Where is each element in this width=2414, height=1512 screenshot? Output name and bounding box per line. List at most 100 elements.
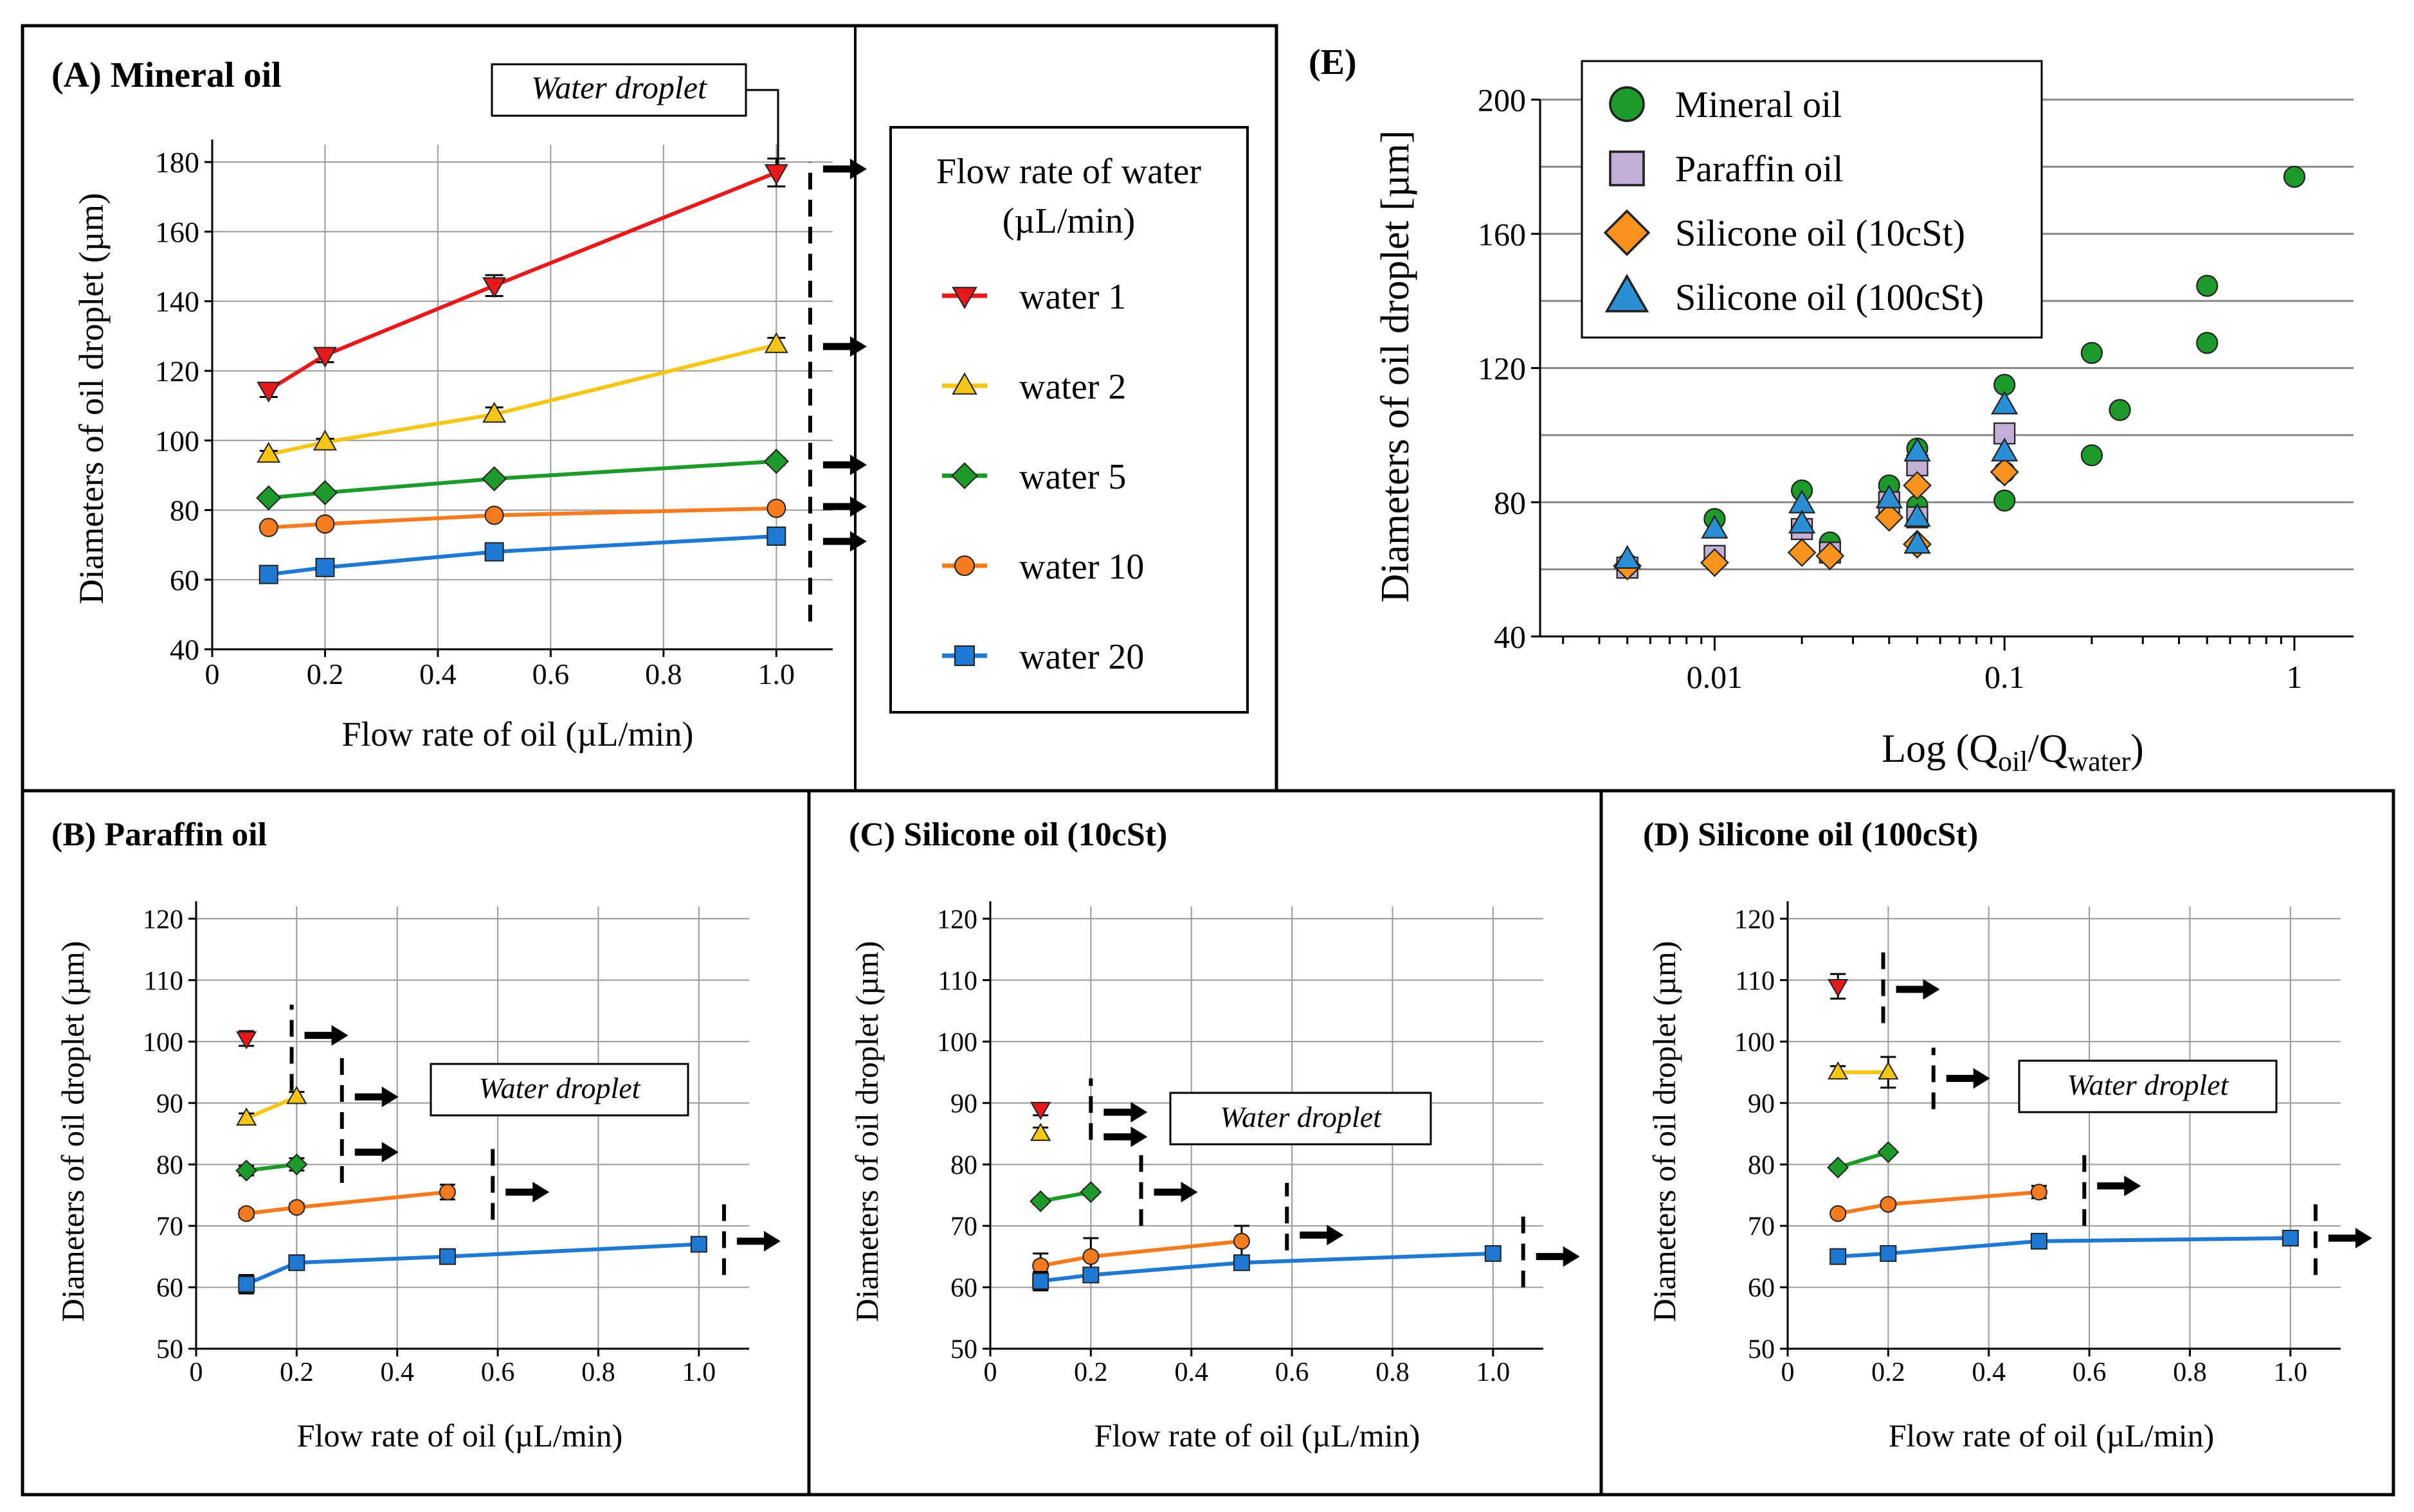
- scatter-point-mineral: [2109, 399, 2131, 421]
- data-point-water10: [288, 1199, 305, 1216]
- data-point-water5: [256, 485, 282, 511]
- data-point-water2: [257, 442, 281, 463]
- panel-title: (C) Silicone oil (10cSt): [849, 816, 1167, 853]
- x-tick-label: 0.4: [1174, 1358, 1208, 1387]
- data-point-water2: [1828, 1061, 1849, 1080]
- y-tick-label: 110: [1736, 966, 1775, 996]
- y-tick-label: 90: [1748, 1089, 1775, 1119]
- y-tick-label: 160: [1478, 216, 1526, 252]
- y-tick-label: 160: [155, 215, 199, 248]
- data-point-water20: [690, 1236, 707, 1253]
- x-axis-label: Flow rate of oil (µL/min): [341, 715, 693, 753]
- water-droplet-box: [430, 1063, 689, 1117]
- legend-marker-silicone100: [1604, 273, 1649, 312]
- data-point-water5: [1877, 1141, 1900, 1164]
- series-line-water1: [268, 170, 777, 392]
- water-droplet-label: Water droplet: [531, 69, 707, 105]
- y-axis-label: Diameters of oil droplet (µm): [849, 941, 885, 1322]
- data-point-water2: [1030, 1122, 1051, 1141]
- data-point-water20: [259, 564, 278, 584]
- data-point-water1: [764, 164, 788, 185]
- x-axis-label-part: oil: [1998, 746, 2028, 777]
- scatter-point-mineral: [2080, 444, 2103, 467]
- x-tick-label: 1.0: [758, 658, 795, 690]
- x-tick-label: 1.0: [1476, 1358, 1511, 1387]
- water-droplet-box: [2018, 1059, 2278, 1113]
- water-legend-title: Flow rate of water: [936, 152, 1201, 192]
- series-line-water5: [268, 459, 777, 500]
- legend-marker-water2: [952, 372, 977, 395]
- x-tick-label: 0.8: [2173, 1358, 2207, 1387]
- x-tick-label: 0.4: [380, 1358, 414, 1387]
- legend-label-water1: water 1: [1019, 277, 1126, 317]
- data-point-water20: [1484, 1245, 1502, 1262]
- y-tick-label: 120: [1734, 905, 1775, 935]
- x-tick-label: 0.4: [1972, 1358, 2006, 1387]
- y-tick-label: 90: [156, 1089, 183, 1119]
- y-tick-label: 40: [170, 633, 199, 666]
- data-point-water20: [484, 542, 504, 562]
- data-point-water1: [1030, 1102, 1051, 1120]
- series-line-water10: [1837, 1190, 2040, 1216]
- scatter-point-silicone10: [1874, 503, 1904, 532]
- y-tick-label: 110: [938, 966, 977, 996]
- scatter-point-silicone100: [1903, 437, 1931, 462]
- transition-arrow: [1103, 1126, 1148, 1148]
- data-point-water20: [1829, 1248, 1847, 1265]
- scatter-point-silicone10: [1990, 457, 2019, 487]
- x-tick-label: 0.8: [645, 658, 682, 690]
- transition-arrow: [822, 336, 867, 357]
- transition-arrow: [1896, 979, 1940, 1000]
- legend-label-water2: water 2: [1019, 367, 1126, 407]
- water-legend-unit: (µL/min): [1003, 201, 1135, 241]
- transition-arrow: [1103, 1102, 1148, 1123]
- y-tick-label: 40: [1494, 619, 1526, 655]
- scatter-point-silicone10: [1903, 471, 1932, 500]
- y-tick-label: 70: [1748, 1212, 1775, 1242]
- transition-arrow: [736, 1230, 781, 1252]
- data-point-water10: [1082, 1248, 1100, 1265]
- series-line-water10: [246, 1190, 448, 1216]
- panel-title: (B) Paraffin oil: [51, 816, 267, 853]
- data-point-water5: [1080, 1181, 1102, 1203]
- transition-arrow: [2328, 1228, 2372, 1248]
- series-line-water2: [246, 1095, 298, 1120]
- y-axis-label: Diameters of oil droplet [µm]: [1374, 130, 1417, 603]
- legend-marker-water10: [954, 555, 976, 577]
- water-droplet-box: [491, 63, 747, 117]
- data-point-water2: [313, 429, 337, 451]
- y-tick-label: 60: [156, 1274, 183, 1303]
- y-tick-label: 120: [155, 355, 199, 388]
- data-point-water5: [235, 1159, 258, 1182]
- scatter-point-silicone100: [1613, 544, 1641, 569]
- x-tick-label: 0.6: [1275, 1358, 1309, 1387]
- data-point-water1: [482, 277, 507, 298]
- y-tick-label: 60: [950, 1274, 977, 1303]
- y-tick-label: 90: [950, 1089, 977, 1119]
- y-tick-label: 80: [156, 1151, 183, 1180]
- transition-arrow: [822, 455, 867, 476]
- transition-arrow: [354, 1142, 399, 1163]
- y-tick-label: 50: [1748, 1335, 1775, 1365]
- x-tick-label: 0.8: [581, 1358, 615, 1387]
- series-line-water20: [246, 1242, 699, 1286]
- data-point-water10: [259, 518, 278, 537]
- legend-label-silicone100: Silicone oil (100cSt): [1675, 276, 1984, 318]
- y-tick-label: 140: [155, 285, 199, 318]
- data-point-water10: [238, 1205, 255, 1222]
- legend-label-mineral: Mineral oil: [1675, 84, 1842, 125]
- scatter-point-silicone100: [1788, 509, 1816, 534]
- x-tick-label: 0: [205, 658, 220, 690]
- panel-B-frame: [21, 789, 811, 1497]
- legend-marker-mineral: [1609, 86, 1645, 122]
- y-tick-label: 80: [1494, 485, 1526, 521]
- scatter-point-silicone100: [1991, 437, 2019, 462]
- x-tick-label: 0.6: [2073, 1358, 2107, 1387]
- series-line-water2: [268, 343, 777, 456]
- transition-arrow: [822, 158, 867, 179]
- data-point-water10: [1233, 1232, 1250, 1250]
- data-point-water1: [257, 381, 281, 403]
- scatter-point-mineral: [1993, 489, 2016, 512]
- scatter-point-silicone100: [1875, 484, 1903, 509]
